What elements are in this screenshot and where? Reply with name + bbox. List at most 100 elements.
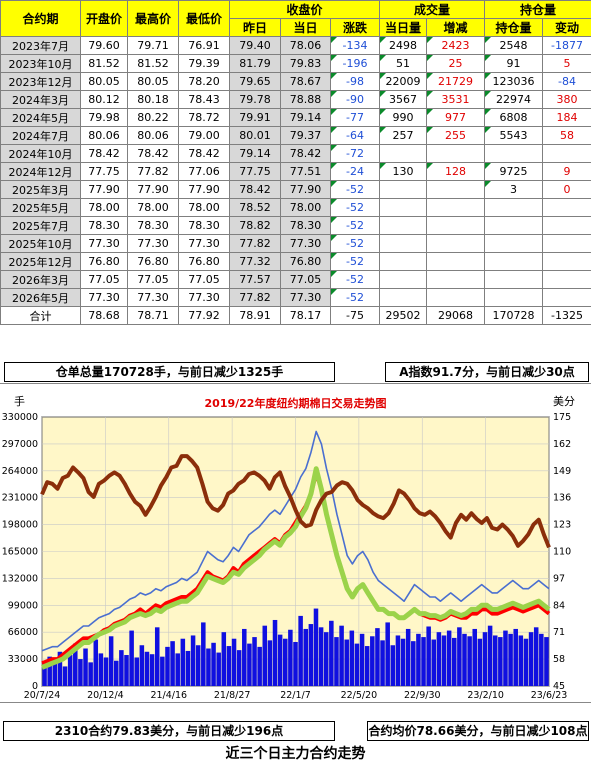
open-cell: 80.06 [80, 126, 128, 145]
volume-bar [119, 650, 124, 686]
col-header: 开盘价 [80, 0, 128, 37]
contract-cell: 2024年3月 [0, 90, 81, 109]
prev-close-cell: 78.42 [229, 180, 281, 199]
high-cell: 80.22 [127, 108, 179, 127]
volume-bar [298, 615, 303, 686]
high-cell: 77.30 [127, 288, 179, 307]
volume-bar [272, 619, 278, 686]
contract-row: 2023年12月 80.05 80.05 78.20 79.65 78.67 -98 2200… [0, 72, 591, 91]
x-tick-label: 21/4/16 [150, 690, 187, 701]
chart-caption: 近三个日主力合约走势 [225, 746, 366, 762]
volume-cell: 22009 [379, 72, 427, 91]
volume-bar [267, 640, 273, 686]
change-cell: -196 [330, 54, 380, 73]
volume-change-cell [425, 234, 486, 253]
low-cell: 77.05 [178, 270, 230, 289]
volume-change-cell: 3531 [425, 90, 486, 109]
volume-bar [185, 650, 191, 686]
volume-bar [195, 645, 201, 686]
close-cell: 77.05 [280, 270, 331, 289]
oi-change-cell: 380 [542, 90, 591, 109]
open-interest-cell [484, 216, 544, 235]
volume-cell: 3567 [379, 90, 427, 109]
volume-bar [67, 655, 73, 686]
contract-row: 2023年10月 81.52 81.52 79.39 81.79 79.83 -196 51 2… [0, 54, 591, 73]
volume-bar [57, 651, 63, 686]
close-cell: 77.30 [280, 288, 331, 307]
change-cell: -77 [330, 108, 380, 127]
open-cell: 79.98 [80, 108, 128, 127]
low-cell: 77.30 [178, 234, 230, 253]
high-line-series [41, 430, 550, 652]
volume-change-cell [425, 180, 486, 199]
volume-bar [487, 625, 493, 686]
contract-cell: 2025年10月 [0, 234, 81, 253]
col-header: 当日 [280, 18, 331, 37]
volume-bar [83, 648, 88, 686]
volume-cell [379, 144, 427, 163]
left-tick-label: 33000 [8, 654, 38, 665]
close-cell: 78.17 [280, 306, 331, 325]
left-tick-label: 330000 [2, 412, 38, 423]
warehouse-banner: 仓单总量170728手，与前日减少1325手 [4, 362, 335, 382]
low-line-series [41, 466, 551, 670]
right-tick-label: 97 [553, 573, 565, 584]
volume-cell: 130 [379, 162, 427, 181]
open-cell: 76.80 [80, 252, 128, 271]
high-cell: 76.80 [127, 252, 179, 271]
price-volume-chart: 0 45 33000 58 66000 71 99000 84 132000 97 165000 11… [2, 394, 575, 701]
prev-close-cell: 78.91 [229, 306, 281, 325]
volume-bar [139, 645, 145, 686]
change-cell: -52 [330, 198, 380, 217]
low-cell: 78.72 [178, 108, 230, 127]
volume-bar [544, 637, 549, 686]
low-cell: 76.91 [178, 36, 230, 55]
volume-bar [303, 628, 309, 686]
volume-bar [144, 651, 150, 686]
volume-bar [503, 630, 508, 686]
volume-bar [113, 660, 119, 686]
volume-bar [513, 628, 518, 686]
oi-change-cell [542, 288, 591, 307]
low-cell: 77.90 [178, 180, 230, 199]
change-cell: -52 [330, 180, 380, 199]
prev-close-cell: 78.82 [229, 216, 281, 235]
volume-bar [313, 608, 319, 686]
volume-bar [247, 643, 252, 686]
change-cell: -52 [330, 288, 380, 307]
open-interest-cell [484, 144, 544, 163]
oi-change-cell: 9 [542, 162, 591, 181]
volume-bar [329, 620, 334, 686]
volume-cell: 990 [379, 108, 427, 127]
left-tick-label: 132000 [2, 573, 38, 584]
low-cell: 78.42 [178, 144, 230, 163]
open-cell: 78.68 [80, 306, 128, 325]
high-cell: 78.30 [127, 216, 179, 235]
open-cell: 77.30 [80, 234, 128, 253]
high-cell: 78.42 [127, 144, 179, 163]
volume-bar [170, 641, 175, 686]
left-tick-label: 165000 [2, 547, 38, 558]
volume-bar [47, 656, 52, 686]
volume-bar [211, 642, 216, 686]
volume-bar [288, 629, 293, 686]
close-cell: 77.51 [280, 162, 331, 181]
prev-close-cell: 78.52 [229, 198, 281, 217]
quote-table: 合约期 开盘价 最高价 最低价 收盘价 成交量 持仓量 昨日 当日 涨跌 当日量… [0, 0, 591, 325]
right-tick-label: 71 [553, 627, 565, 638]
col-header: 涨跌 [330, 18, 380, 37]
volume-change-cell [425, 198, 486, 217]
col-header: 持仓量 [484, 18, 544, 37]
volume-bar [400, 638, 406, 686]
x-tick-label: 23/6/23 [531, 690, 568, 701]
prev-close-cell: 79.65 [229, 72, 281, 91]
volume-change-cell: 21729 [425, 72, 486, 91]
contract-cell: 2024年12月 [0, 162, 81, 181]
volume-bar [416, 633, 421, 686]
group-header-close: 收盘价 [229, 0, 380, 19]
open-cell: 78.00 [80, 198, 128, 217]
contract-cell: 2024年7月 [0, 126, 81, 145]
header-row: 昨日 当日 涨跌 当日量 增减 持仓量 变动 [1, 18, 591, 37]
close-cell: 79.14 [280, 108, 331, 127]
left-tick-label: 99000 [8, 600, 38, 611]
